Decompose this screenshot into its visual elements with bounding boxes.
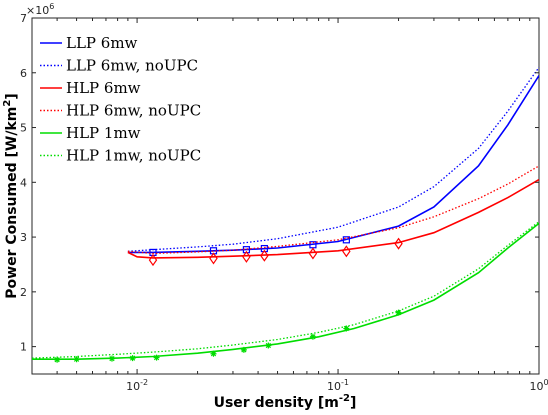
- data-point: [265, 342, 272, 349]
- data-point: [240, 346, 247, 353]
- data-point: [342, 236, 350, 244]
- y-axis-label: Power Consumed [W/km2]: [2, 93, 20, 298]
- data-point: [209, 252, 218, 265]
- data-point: [108, 355, 115, 362]
- data-point: [129, 355, 136, 362]
- x-tick-label: 100: [529, 378, 548, 393]
- legend-label: HLP 6mw, noUPC: [66, 102, 201, 120]
- legend-label: LLP 6mw, noUPC: [66, 57, 198, 75]
- series-line-5: [32, 222, 539, 361]
- data-point: [242, 250, 251, 263]
- x-axis-ticks: 10-2 10-1 100: [31, 18, 548, 393]
- data-point: [73, 356, 80, 363]
- x-tick-label: 10-2: [126, 378, 148, 393]
- data-point: [210, 350, 217, 357]
- series-layer: [32, 66, 539, 363]
- x-axis-label: User density [m-2]: [214, 393, 357, 411]
- series-line-6: [32, 221, 539, 359]
- y-axis-ticks: 1 2 3 4 5 6 7: [20, 12, 539, 354]
- data-point: [342, 245, 351, 258]
- x-tick-label: 10-1: [327, 378, 349, 393]
- y-tick-label: 3: [20, 231, 27, 244]
- data-point: [309, 333, 316, 340]
- y-tick-label: 5: [20, 122, 27, 135]
- data-point: [394, 237, 403, 250]
- data-point: [148, 254, 158, 267]
- data-point: [343, 325, 350, 332]
- y-multiplier: ×106: [26, 2, 54, 17]
- data-point: [54, 356, 61, 363]
- series-line-1: [127, 75, 539, 254]
- data-point: [308, 247, 318, 260]
- y-tick-label: 1: [20, 341, 27, 354]
- data-point: [395, 309, 402, 316]
- y-tick-label: 2: [20, 286, 27, 299]
- y-tick-label: 7: [20, 12, 27, 25]
- y-tick-label: 4: [20, 176, 27, 189]
- data-point: [260, 249, 269, 262]
- series-line-4: [127, 165, 539, 255]
- legend: LLP 6mw LLP 6mw, noUPC HLP 6mw HLP 6mw, noU…: [40, 34, 201, 165]
- legend-label: LLP 6mw: [66, 34, 138, 52]
- legend-label: HLP 1mw, noUPC: [66, 147, 201, 165]
- series-line-3: [127, 178, 539, 259]
- data-point: [153, 354, 160, 361]
- y-tick-label: 6: [20, 67, 27, 80]
- legend-label: HLP 6mw: [66, 79, 141, 97]
- legend-label: HLP 1mw: [66, 124, 141, 142]
- plot-area: [31, 17, 540, 375]
